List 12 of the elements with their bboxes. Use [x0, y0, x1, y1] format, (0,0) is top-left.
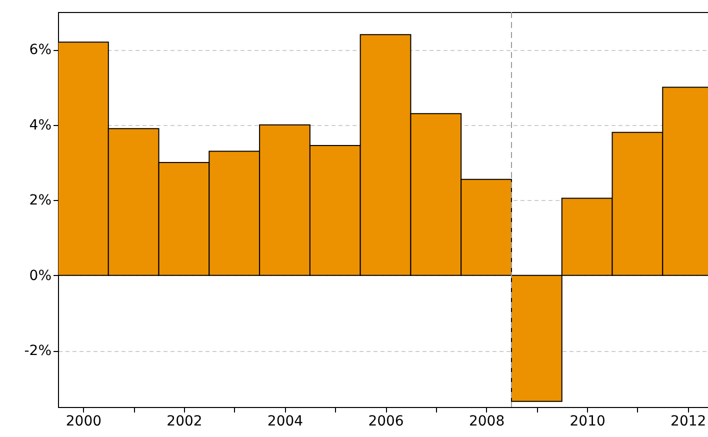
y-tick-label: 6% [29, 42, 52, 58]
x-tick-label: 2004 [267, 414, 304, 430]
y-tick-label: -2% [24, 343, 52, 360]
x-tick-label: 2008 [468, 414, 505, 430]
y-tick-label: 0% [29, 268, 52, 284]
x-tick-label: 2002 [166, 414, 202, 430]
y-tick-label: 4% [29, 117, 52, 134]
x-tick-label: 2006 [368, 414, 404, 430]
x-tick-label: 2010 [570, 414, 606, 430]
x-tick-label: 2012 [670, 414, 706, 430]
x-tick-label: 2000 [66, 414, 102, 430]
y-tick-label: 2% [29, 192, 52, 209]
